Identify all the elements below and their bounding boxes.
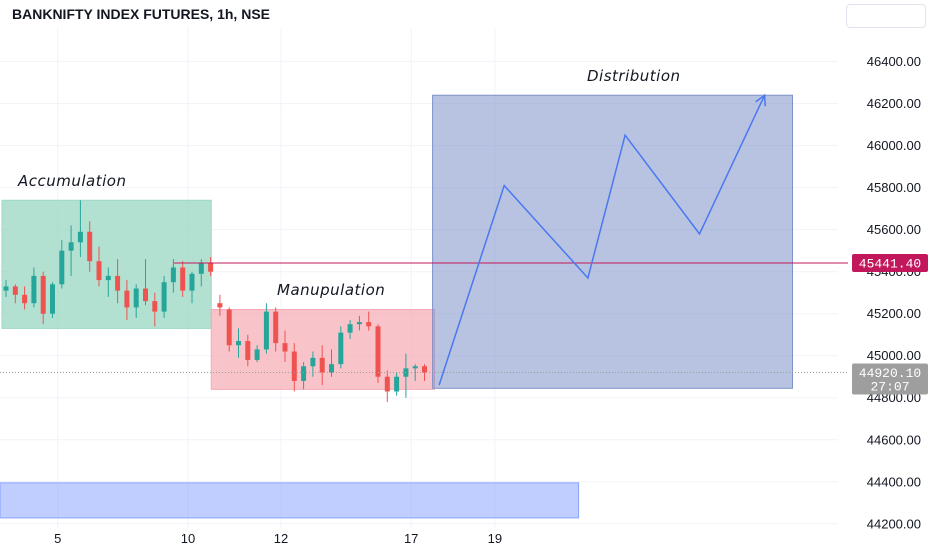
- candle-body: [170, 267, 176, 283]
- candle-body: [198, 263, 204, 274]
- level-price-label: 45441.40: [859, 257, 921, 272]
- candle-body: [273, 311, 279, 344]
- x-tick-label: 12: [274, 531, 288, 546]
- candle-body: [366, 322, 372, 327]
- candle-body: [208, 263, 214, 272]
- bar-countdown: 27:07: [870, 380, 909, 395]
- time-axis: 5 10 12 17 19: [54, 531, 502, 546]
- candle-body: [338, 332, 344, 365]
- y-tick-label: 45600.00: [867, 222, 921, 237]
- y-tick-label: 46000.00: [867, 138, 921, 153]
- zone-blank: [0, 482, 580, 519]
- candle-body: [384, 376, 390, 392]
- arrow-head: [755, 93, 767, 107]
- x-tick-label: 19: [488, 531, 502, 546]
- y-tick-label: 45800.00: [867, 180, 921, 195]
- candle-body: [356, 322, 362, 325]
- y-tick-label: 45200.00: [867, 306, 921, 321]
- y-tick-label: 46200.00: [867, 96, 921, 111]
- candle-body: [310, 357, 316, 367]
- candle-body: [96, 261, 102, 281]
- candle-body: [319, 357, 325, 373]
- candle-body: [115, 275, 121, 291]
- top-right-control[interactable]: [846, 4, 926, 28]
- candle-body: [124, 290, 130, 308]
- candle-body: [180, 267, 186, 291]
- candle-body: [254, 349, 260, 360]
- candle-body: [263, 311, 269, 350]
- price-axis: 46400.00 46200.00 46000.00 45800.00 45600.00…: [867, 54, 921, 531]
- x-tick-label: 17: [404, 531, 418, 546]
- zone-manupulation: [210, 309, 435, 390]
- annotations: Accumulation Manupulation Distribution: [17, 67, 681, 299]
- y-tick-label: 44400.00: [867, 474, 921, 489]
- candle-body: [87, 231, 93, 262]
- candle-body: [422, 366, 427, 373]
- candle-body: [282, 343, 288, 352]
- y-tick-label: 46400.00: [867, 54, 921, 69]
- candle-body: [3, 286, 9, 291]
- candlesticks: [3, 200, 427, 402]
- level-price-tag: [852, 254, 928, 272]
- candle-body: [22, 294, 28, 304]
- candle-body: [226, 309, 232, 346]
- candle-body: [152, 301, 158, 312]
- candle-body: [291, 351, 297, 381]
- candle-body: [301, 366, 307, 381]
- candle-body: [236, 341, 241, 346]
- candle-body: [31, 275, 37, 304]
- candle-body: [375, 326, 381, 377]
- candle-body: [347, 324, 353, 333]
- x-tick-label: 5: [54, 531, 61, 546]
- candle-body: [12, 286, 18, 295]
- candle-body: [143, 288, 148, 302]
- candle-body: [50, 284, 55, 314]
- zone-distribution: [432, 94, 793, 389]
- candle-body: [245, 341, 251, 360]
- last-price-label: 44920.10: [859, 366, 921, 381]
- candle-body: [412, 366, 418, 369]
- chart-title: BANKNIFTY INDEX FUTURES, 1h, NSE: [12, 6, 270, 22]
- candle-body: [105, 275, 111, 281]
- candle-body: [133, 288, 139, 308]
- projection-path: [438, 94, 766, 386]
- candle-body: [394, 376, 400, 392]
- zone-accumulation: [1, 199, 212, 329]
- candle-body: [40, 275, 46, 314]
- y-tick-label: 45000.00: [867, 348, 921, 363]
- candle-body: [189, 273, 195, 291]
- y-tick-label: 44200.00: [867, 516, 921, 531]
- candle-body: [68, 242, 74, 251]
- candle-body: [59, 250, 65, 285]
- annotation-distribution: Distribution: [587, 67, 681, 85]
- annotation-manupulation: Manupulation: [277, 281, 385, 299]
- last-price-tag: [852, 363, 928, 395]
- overlay-lines: [0, 93, 848, 386]
- candle-body: [77, 231, 83, 243]
- annotation-accumulation: Accumulation: [17, 172, 126, 190]
- y-tick-label: 44600.00: [867, 432, 921, 447]
- x-tick-label: 10: [181, 531, 195, 546]
- candle-body: [161, 282, 167, 312]
- candle-body: [329, 364, 334, 373]
- zones: [0, 94, 793, 519]
- candle-body: [217, 303, 223, 308]
